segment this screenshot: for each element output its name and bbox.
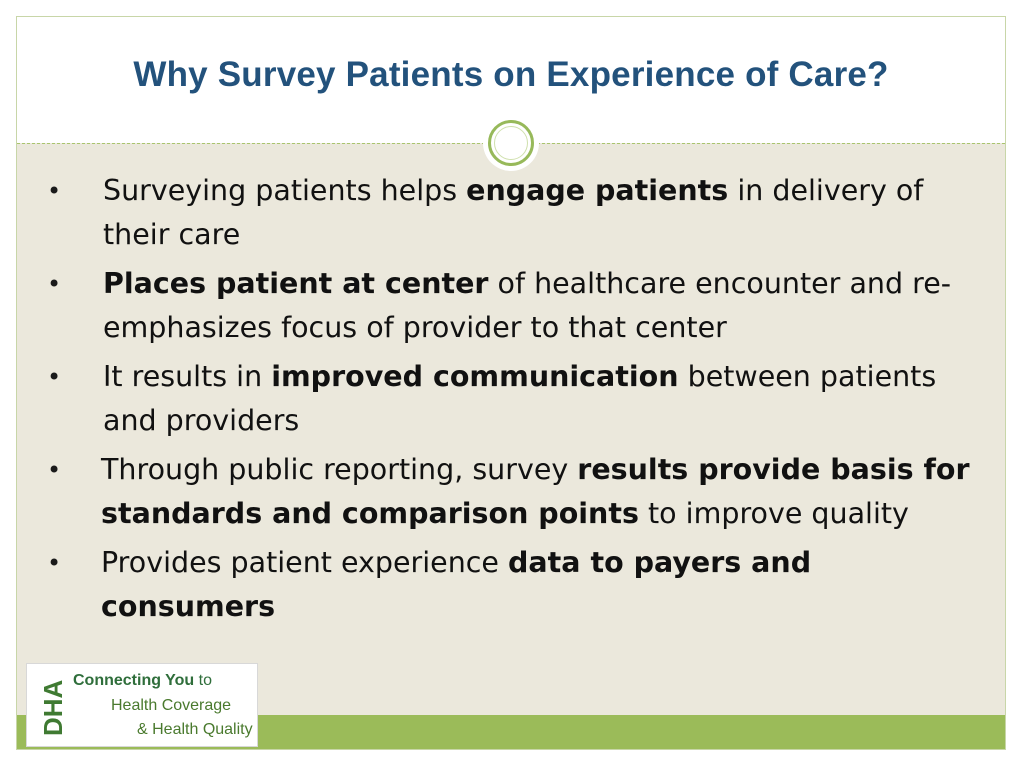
bullet-text: It results in improved communication bet…	[103, 360, 936, 437]
bullet-text-plain: It results in	[103, 360, 272, 393]
bullet-text-plain: to improve quality	[638, 497, 909, 530]
logo-line-3: & Health Quality	[137, 721, 253, 738]
dha-logo-mark-icon: DHA	[39, 672, 69, 740]
bullet-text-bold: engage patients	[466, 174, 729, 207]
logo-line-2: Health Coverage	[111, 697, 232, 714]
bullet-text-plain: Through public reporting, survey	[101, 453, 578, 486]
bullet-text-plain: of healthcare encounter and re-emphasize…	[103, 267, 952, 344]
dha-logo: DHA Connecting You to Health Coverage & …	[26, 663, 258, 747]
bullet-item: • It results in improved communication b…	[17, 355, 1005, 443]
circle-ornament-icon	[483, 115, 539, 171]
bullet-text: Through public reporting, survey results…	[101, 453, 970, 530]
logo-line-1-rest: to	[194, 672, 212, 689]
bullet-item: • Through public reporting, survey resul…	[17, 448, 1005, 536]
dha-logo-mark-text: DHA	[39, 679, 68, 736]
bullet-item: • Surveying patients helps engage patien…	[17, 169, 1005, 257]
bullet-text: Provides patient experience data to paye…	[101, 546, 811, 623]
logo-line-1-bold: Connecting You	[73, 672, 195, 689]
ornament-ring	[488, 120, 534, 166]
bullet-icon: •	[47, 270, 62, 298]
bullet-icon: •	[47, 363, 62, 391]
slide-title: Why Survey Patients on Experience of Car…	[133, 55, 889, 94]
bullet-text: Surveying patients helps engage patients…	[103, 174, 923, 251]
bullet-icon: •	[47, 177, 62, 205]
bullet-text-plain: in delivery of their care	[103, 174, 924, 251]
ornament-inner-ring	[494, 126, 528, 160]
bullet-text: Places patient at center of healthcare e…	[103, 267, 951, 344]
bullet-icon: •	[47, 549, 62, 577]
bullet-text-bold: results provide basis for standards and …	[101, 453, 970, 530]
bullet-text-plain: Surveying patients helps	[103, 174, 467, 207]
bullet-item: • Provides patient experience data to pa…	[17, 541, 1005, 629]
slide: Why Survey Patients on Experience of Car…	[16, 16, 1006, 750]
bullet-icon: •	[47, 456, 62, 484]
logo-line-1: Connecting You to	[73, 672, 212, 690]
bullet-item: • Places patient at center of healthcare…	[17, 262, 1005, 350]
bullet-text-plain: Provides patient experience	[101, 546, 509, 579]
bullet-text-bold: improved communication	[271, 360, 679, 393]
bullet-text-bold: Places patient at center	[103, 267, 489, 300]
bullet-text-plain: between patients and providers	[103, 360, 937, 437]
bullet-text-bold: data to payers and consumers	[101, 546, 812, 623]
bullet-list: • Surveying patients helps engage patien…	[17, 169, 1005, 634]
